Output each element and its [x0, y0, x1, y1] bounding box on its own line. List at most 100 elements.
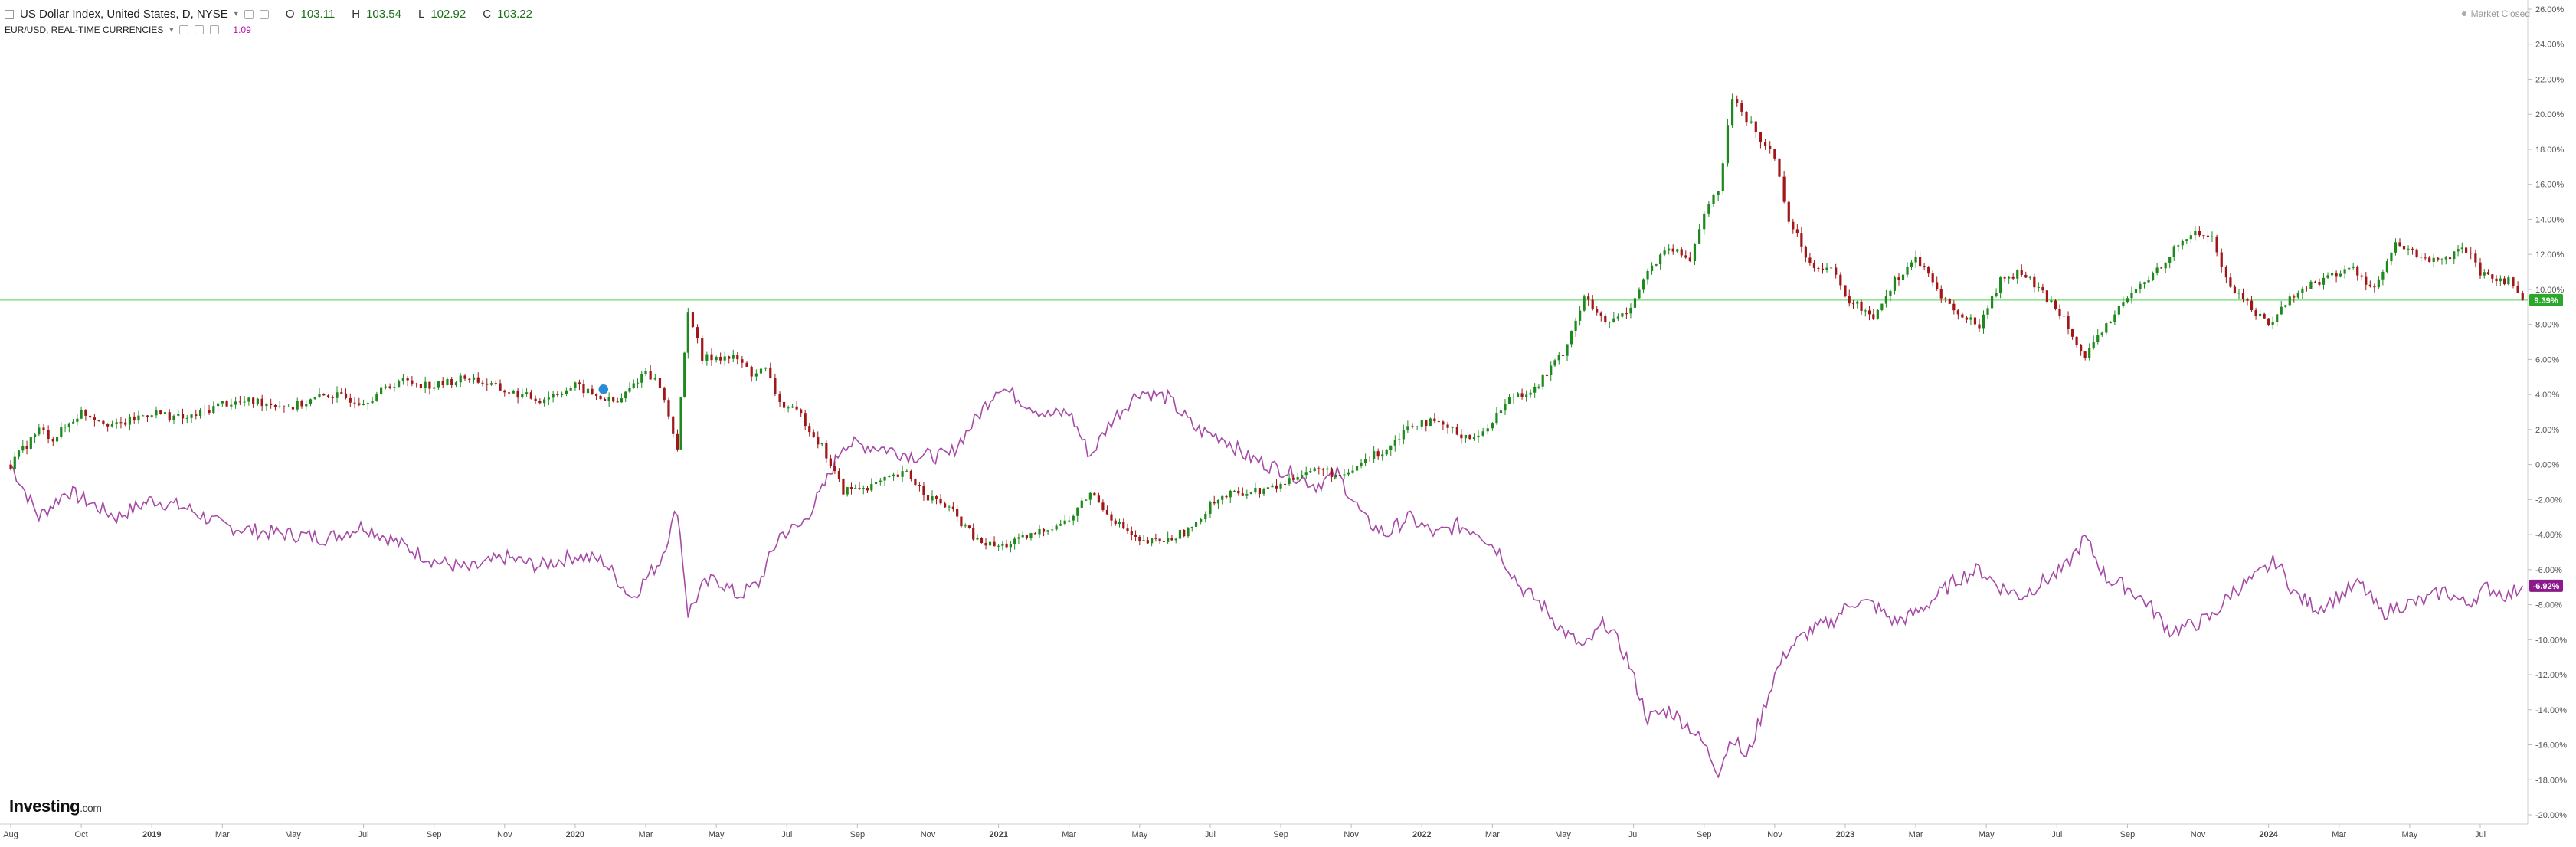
- candle-body: [1808, 257, 1812, 263]
- candle-body: [336, 392, 339, 398]
- candle-body: [1204, 513, 1207, 520]
- x-tick-label: Nov: [1767, 830, 1782, 839]
- logo-text: Investing: [9, 796, 80, 816]
- candle-body: [1529, 392, 1532, 395]
- high-label: H: [352, 8, 361, 21]
- candle-body: [106, 424, 110, 427]
- candle-body: [1698, 229, 1701, 244]
- menu-icon[interactable]: [5, 9, 14, 19]
- candle-body: [1773, 149, 1776, 159]
- eye-icon[interactable]: [259, 9, 269, 19]
- y-tick-label: -18.00%: [2535, 776, 2567, 785]
- candle-body: [168, 412, 171, 420]
- candle-body: [2054, 300, 2057, 309]
- candle-body: [1225, 495, 1228, 498]
- candle-body: [17, 450, 21, 457]
- candle-body: [901, 471, 904, 477]
- candle-body: [159, 410, 162, 414]
- candle-body: [42, 427, 45, 430]
- candle-body: [454, 382, 458, 386]
- candle-body: [437, 381, 440, 388]
- settings-icon[interactable]: [244, 9, 254, 19]
- candle-body: [1389, 445, 1393, 450]
- candle-body: [1557, 355, 1560, 361]
- overlay-eye-icon[interactable]: [195, 25, 205, 34]
- candle-body: [620, 398, 624, 403]
- candle-body: [2474, 253, 2477, 263]
- candle-body: [948, 506, 951, 508]
- candle-body: [2259, 313, 2262, 316]
- y-tick-label: 8.00%: [2535, 321, 2559, 330]
- overlay-chevron-down-icon[interactable]: ▾: [169, 25, 174, 34]
- candle-body: [1338, 474, 1342, 476]
- candle-body: [2206, 235, 2210, 237]
- candle-body: [512, 390, 515, 394]
- candle-body: [1009, 544, 1012, 548]
- candle-body: [60, 427, 63, 437]
- candle-body: [225, 401, 228, 407]
- candle-body: [1460, 434, 1463, 439]
- candle-body: [1134, 535, 1137, 537]
- candle-body: [2415, 249, 2418, 257]
- investing-logo[interactable]: Investing.com: [9, 796, 102, 816]
- candle-body: [503, 390, 506, 393]
- overlay-title[interactable]: EUR/USD, REAL-TIME CURRENCIES: [5, 25, 164, 35]
- candle-body: [2276, 314, 2279, 322]
- candle-body: [208, 410, 211, 414]
- candle-body: [2267, 318, 2270, 325]
- candle-body: [649, 371, 652, 380]
- candle-body: [791, 406, 794, 408]
- candle-body: [1740, 103, 1743, 112]
- candle-body: [586, 388, 590, 394]
- candle-body: [1525, 394, 1528, 397]
- overlay-settings-icon[interactable]: [179, 25, 189, 34]
- main-legend: US Dollar Index, United States, D, NYSE …: [5, 8, 532, 21]
- candle-body: [472, 377, 476, 380]
- candle-body: [769, 367, 772, 378]
- candle-body: [591, 388, 594, 394]
- candle-body: [1533, 386, 1537, 393]
- x-tick-label: Oct: [75, 830, 88, 839]
- open-label: O: [285, 8, 295, 21]
- candle-body: [181, 413, 185, 419]
- eurusd-line: [10, 385, 2524, 779]
- candle-body: [1599, 312, 1602, 316]
- candle-body: [1504, 404, 1507, 411]
- candle-body: [1402, 430, 1405, 440]
- candle-body: [2398, 242, 2401, 247]
- x-tick-label: May: [2401, 830, 2417, 839]
- candle-body: [1693, 244, 1697, 262]
- candle-body: [2233, 286, 2237, 293]
- candle-body: [2512, 277, 2515, 286]
- candle-body: [1174, 538, 1177, 541]
- candle-body: [578, 382, 581, 384]
- candle-body: [2229, 277, 2232, 287]
- candle-body: [234, 401, 237, 405]
- candle-body: [653, 378, 656, 380]
- candle-body: [2080, 345, 2083, 352]
- y-tick-label: -14.00%: [2535, 706, 2567, 715]
- candle-body: [604, 399, 607, 401]
- close-icon[interactable]: [210, 25, 220, 34]
- candle-body: [1059, 524, 1062, 526]
- candle-body: [943, 503, 947, 508]
- candle-body: [1468, 434, 1471, 440]
- candle-body: [1381, 454, 1384, 457]
- candle-body: [764, 367, 768, 369]
- x-tick-label: Mar: [1485, 830, 1500, 839]
- instrument-title[interactable]: US Dollar Index, United States, D, NYSE: [20, 8, 228, 21]
- candle-body: [846, 487, 849, 495]
- candle-body: [2348, 267, 2351, 270]
- candle-body: [2313, 281, 2317, 283]
- candle-body: [1561, 355, 1565, 356]
- candle-body: [252, 397, 255, 404]
- open-value: 103.11: [300, 8, 336, 21]
- candle-body: [401, 378, 404, 381]
- chevron-down-icon[interactable]: ▾: [234, 10, 238, 18]
- candle-body: [1472, 437, 1476, 440]
- candle-body: [2181, 240, 2184, 246]
- candle-body: [1948, 298, 1951, 304]
- candle-body: [1258, 488, 1262, 494]
